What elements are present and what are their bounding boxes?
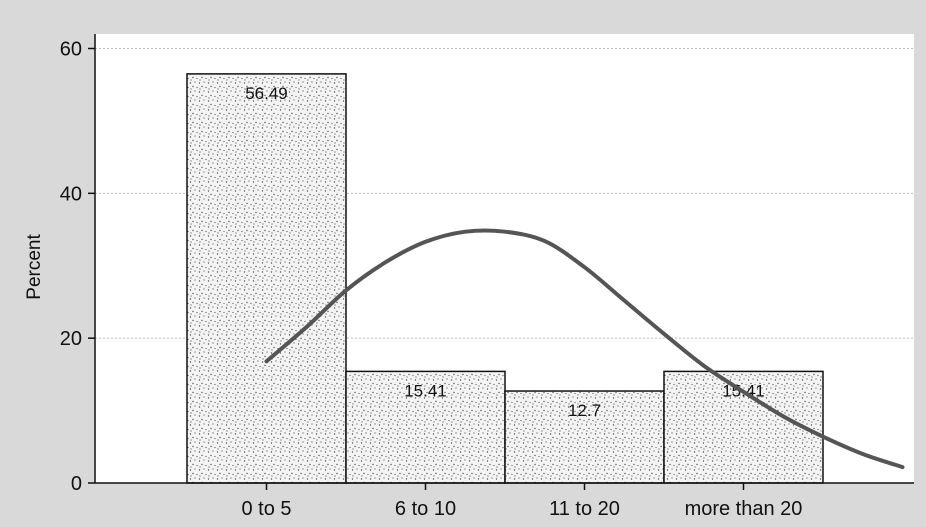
bar (186, 73, 347, 484)
y-axis-label: Percent (24, 234, 45, 300)
density-curve (264, 228, 905, 470)
x-tick-label: 6 to 10 (395, 498, 456, 520)
y-tick-label: 0 (71, 473, 82, 495)
data-label: 56.49 (245, 84, 288, 103)
axes (88, 34, 914, 490)
y-tick-labels: 0 20 40 60 (60, 38, 82, 495)
data-label: 15.41 (404, 381, 447, 400)
y-tick-label: 40 (60, 183, 82, 205)
x-tick-label: more than 20 (685, 498, 803, 520)
x-tick-labels: 0 to 5 6 to 10 11 to 20 more than 20 (241, 498, 802, 520)
x-tick-label: 0 to 5 (241, 498, 291, 520)
x-tick-label: 11 to 20 (549, 498, 620, 520)
y-tick-label: 20 (60, 328, 82, 350)
data-label: 12.7 (568, 401, 601, 420)
y-tick-label: 60 (60, 38, 82, 60)
bars (186, 73, 824, 484)
bar (504, 390, 665, 484)
